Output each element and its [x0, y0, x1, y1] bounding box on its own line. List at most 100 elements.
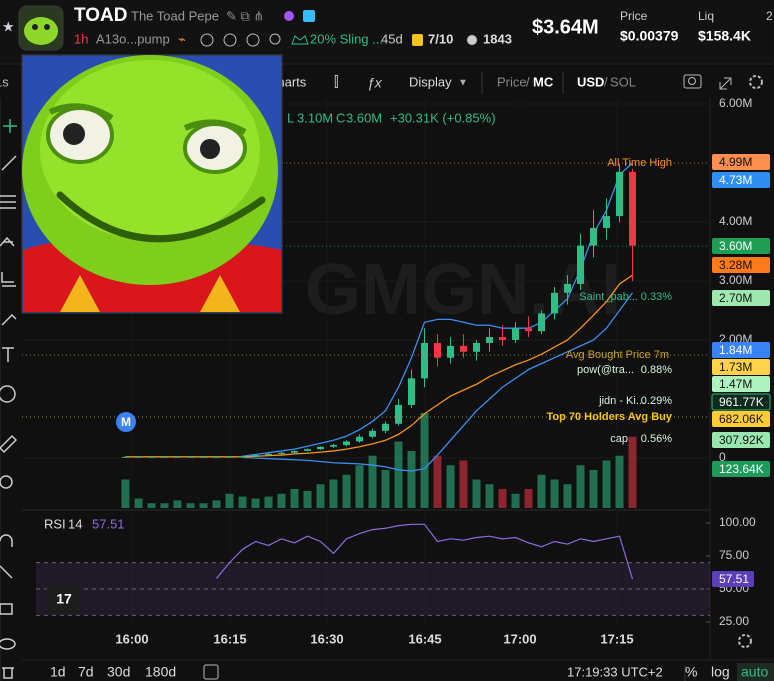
fullscreen-icon[interactable] — [719, 77, 732, 90]
candle-body — [447, 345, 454, 358]
annotation: All Time High — [607, 157, 672, 169]
axis-settings-icon[interactable] — [738, 634, 752, 648]
drawing-tools — [0, 98, 18, 681]
text-tool[interactable] — [2, 347, 14, 362]
star-icon[interactable]: ★ — [2, 19, 15, 35]
price-tag-label: 307.92K — [719, 433, 764, 447]
fib-tool[interactable] — [0, 195, 16, 209]
volume-bar — [472, 479, 481, 508]
volume-bar — [615, 455, 624, 508]
annotation: pow(@tra... — [577, 364, 634, 376]
log-toggle[interactable]: log — [711, 664, 730, 680]
event-marker[interactable] — [116, 412, 136, 432]
x-tick-label: 16:45 — [408, 631, 441, 646]
auto-active-bg — [737, 663, 774, 681]
preview-smile — [56, 191, 266, 243]
zoom-tool[interactable] — [0, 475, 13, 489]
usd-toggle[interactable]: USD — [577, 74, 604, 89]
annotation-pct: 0.88% — [641, 364, 672, 376]
token-address[interactable]: A13o...pump — [96, 31, 170, 46]
volume-bar — [303, 490, 312, 508]
preview-pupil — [200, 139, 220, 159]
candle-body — [564, 283, 571, 293]
lock-tool[interactable] — [0, 603, 13, 615]
price-tag — [712, 154, 770, 170]
lock-draw-tool[interactable] — [0, 565, 13, 579]
web-icon[interactable] — [200, 33, 214, 47]
price-tag — [711, 393, 771, 411]
price-tag — [712, 461, 770, 477]
x-tick-label: 16:15 — [213, 631, 246, 646]
range-button[interactable]: 180d — [145, 664, 176, 680]
tv-logo-mark: 17 — [56, 591, 72, 607]
fire-icon — [284, 11, 294, 21]
price-label: Price — [620, 9, 648, 23]
percent-toggle[interactable]: % — [685, 664, 697, 680]
token-name: The Toad Pepe — [131, 8, 219, 23]
range-button[interactable]: 1d — [50, 664, 66, 680]
rsi-period: 14 — [68, 516, 82, 531]
projection-tool[interactable] — [1, 272, 16, 287]
volume-bar — [420, 413, 429, 508]
mc-toggle[interactable]: MC — [533, 74, 554, 89]
auto-toggle[interactable]: auto — [741, 664, 768, 680]
candle-body — [265, 453, 272, 456]
emoji-tool[interactable] — [0, 385, 16, 403]
candle-body — [421, 342, 428, 379]
clock: 17:19:33 UTC+2 — [567, 664, 663, 679]
x-icon[interactable] — [246, 33, 260, 47]
camera-icon[interactable] — [683, 74, 702, 89]
settings-icon[interactable] — [749, 75, 763, 89]
volume-bar — [316, 484, 325, 508]
candle-body — [187, 456, 194, 458]
watermark: GMGN.AI — [305, 250, 621, 330]
avatar-eye — [44, 24, 50, 30]
ruler-tool[interactable] — [0, 434, 18, 454]
pattern-tool[interactable] — [0, 236, 15, 247]
volume-bar — [199, 503, 208, 508]
volume-bar — [589, 470, 598, 508]
magnet-tool[interactable] — [0, 534, 13, 547]
indicator-icon[interactable]: ƒx — [367, 75, 383, 91]
sol-toggle[interactable]: SOL — [610, 74, 636, 89]
price-toggle[interactable]: Price — [497, 74, 527, 89]
crosshair-tool[interactable] — [3, 119, 17, 133]
candle-body — [343, 441, 350, 446]
interval[interactable]: 1s — [0, 74, 9, 89]
candle-body — [590, 227, 597, 246]
search-icon[interactable] — [269, 33, 281, 45]
volume-bar — [550, 479, 559, 508]
tv-logo[interactable] — [47, 585, 81, 613]
candle-body — [369, 430, 376, 437]
brush-tool[interactable] — [1, 313, 17, 326]
y-tick-label: 0 — [719, 450, 726, 464]
volume-bar — [563, 484, 572, 508]
visibility-tool[interactable] — [0, 638, 16, 650]
line-tool[interactable] — [1, 155, 17, 171]
volume-bar — [602, 460, 611, 508]
legend-low-label: L — [287, 110, 294, 125]
rsi-line — [216, 523, 634, 580]
toolbar: 1s Charts ⫿ ƒx Display ▼ Price / MC USD … — [0, 63, 774, 94]
liq: $158.4K — [698, 28, 751, 44]
edit-icon[interactable]: ✎ ⧉ ⋔ — [226, 8, 264, 23]
candle-type-icon[interactable]: ⫿ — [334, 74, 338, 90]
volume-bar — [329, 479, 338, 508]
candle-body — [629, 171, 636, 246]
date-range-icon[interactable] — [203, 664, 219, 680]
delete-tool[interactable] — [2, 667, 14, 679]
display-button[interactable]: Display — [409, 74, 452, 89]
candle-body — [174, 456, 181, 458]
volume-bar — [537, 474, 546, 508]
camera-lens — [688, 77, 696, 85]
range-button[interactable]: 30d — [107, 664, 130, 680]
candle-body — [460, 345, 467, 352]
annotation-pct: 0.33% — [641, 291, 672, 303]
rsi-tick-label: 75.00 — [719, 548, 749, 562]
price-tag-label: 123.64K — [719, 462, 764, 476]
social-icon[interactable] — [223, 33, 237, 47]
range-button[interactable]: 7d — [78, 664, 94, 680]
candle-body — [161, 456, 168, 458]
